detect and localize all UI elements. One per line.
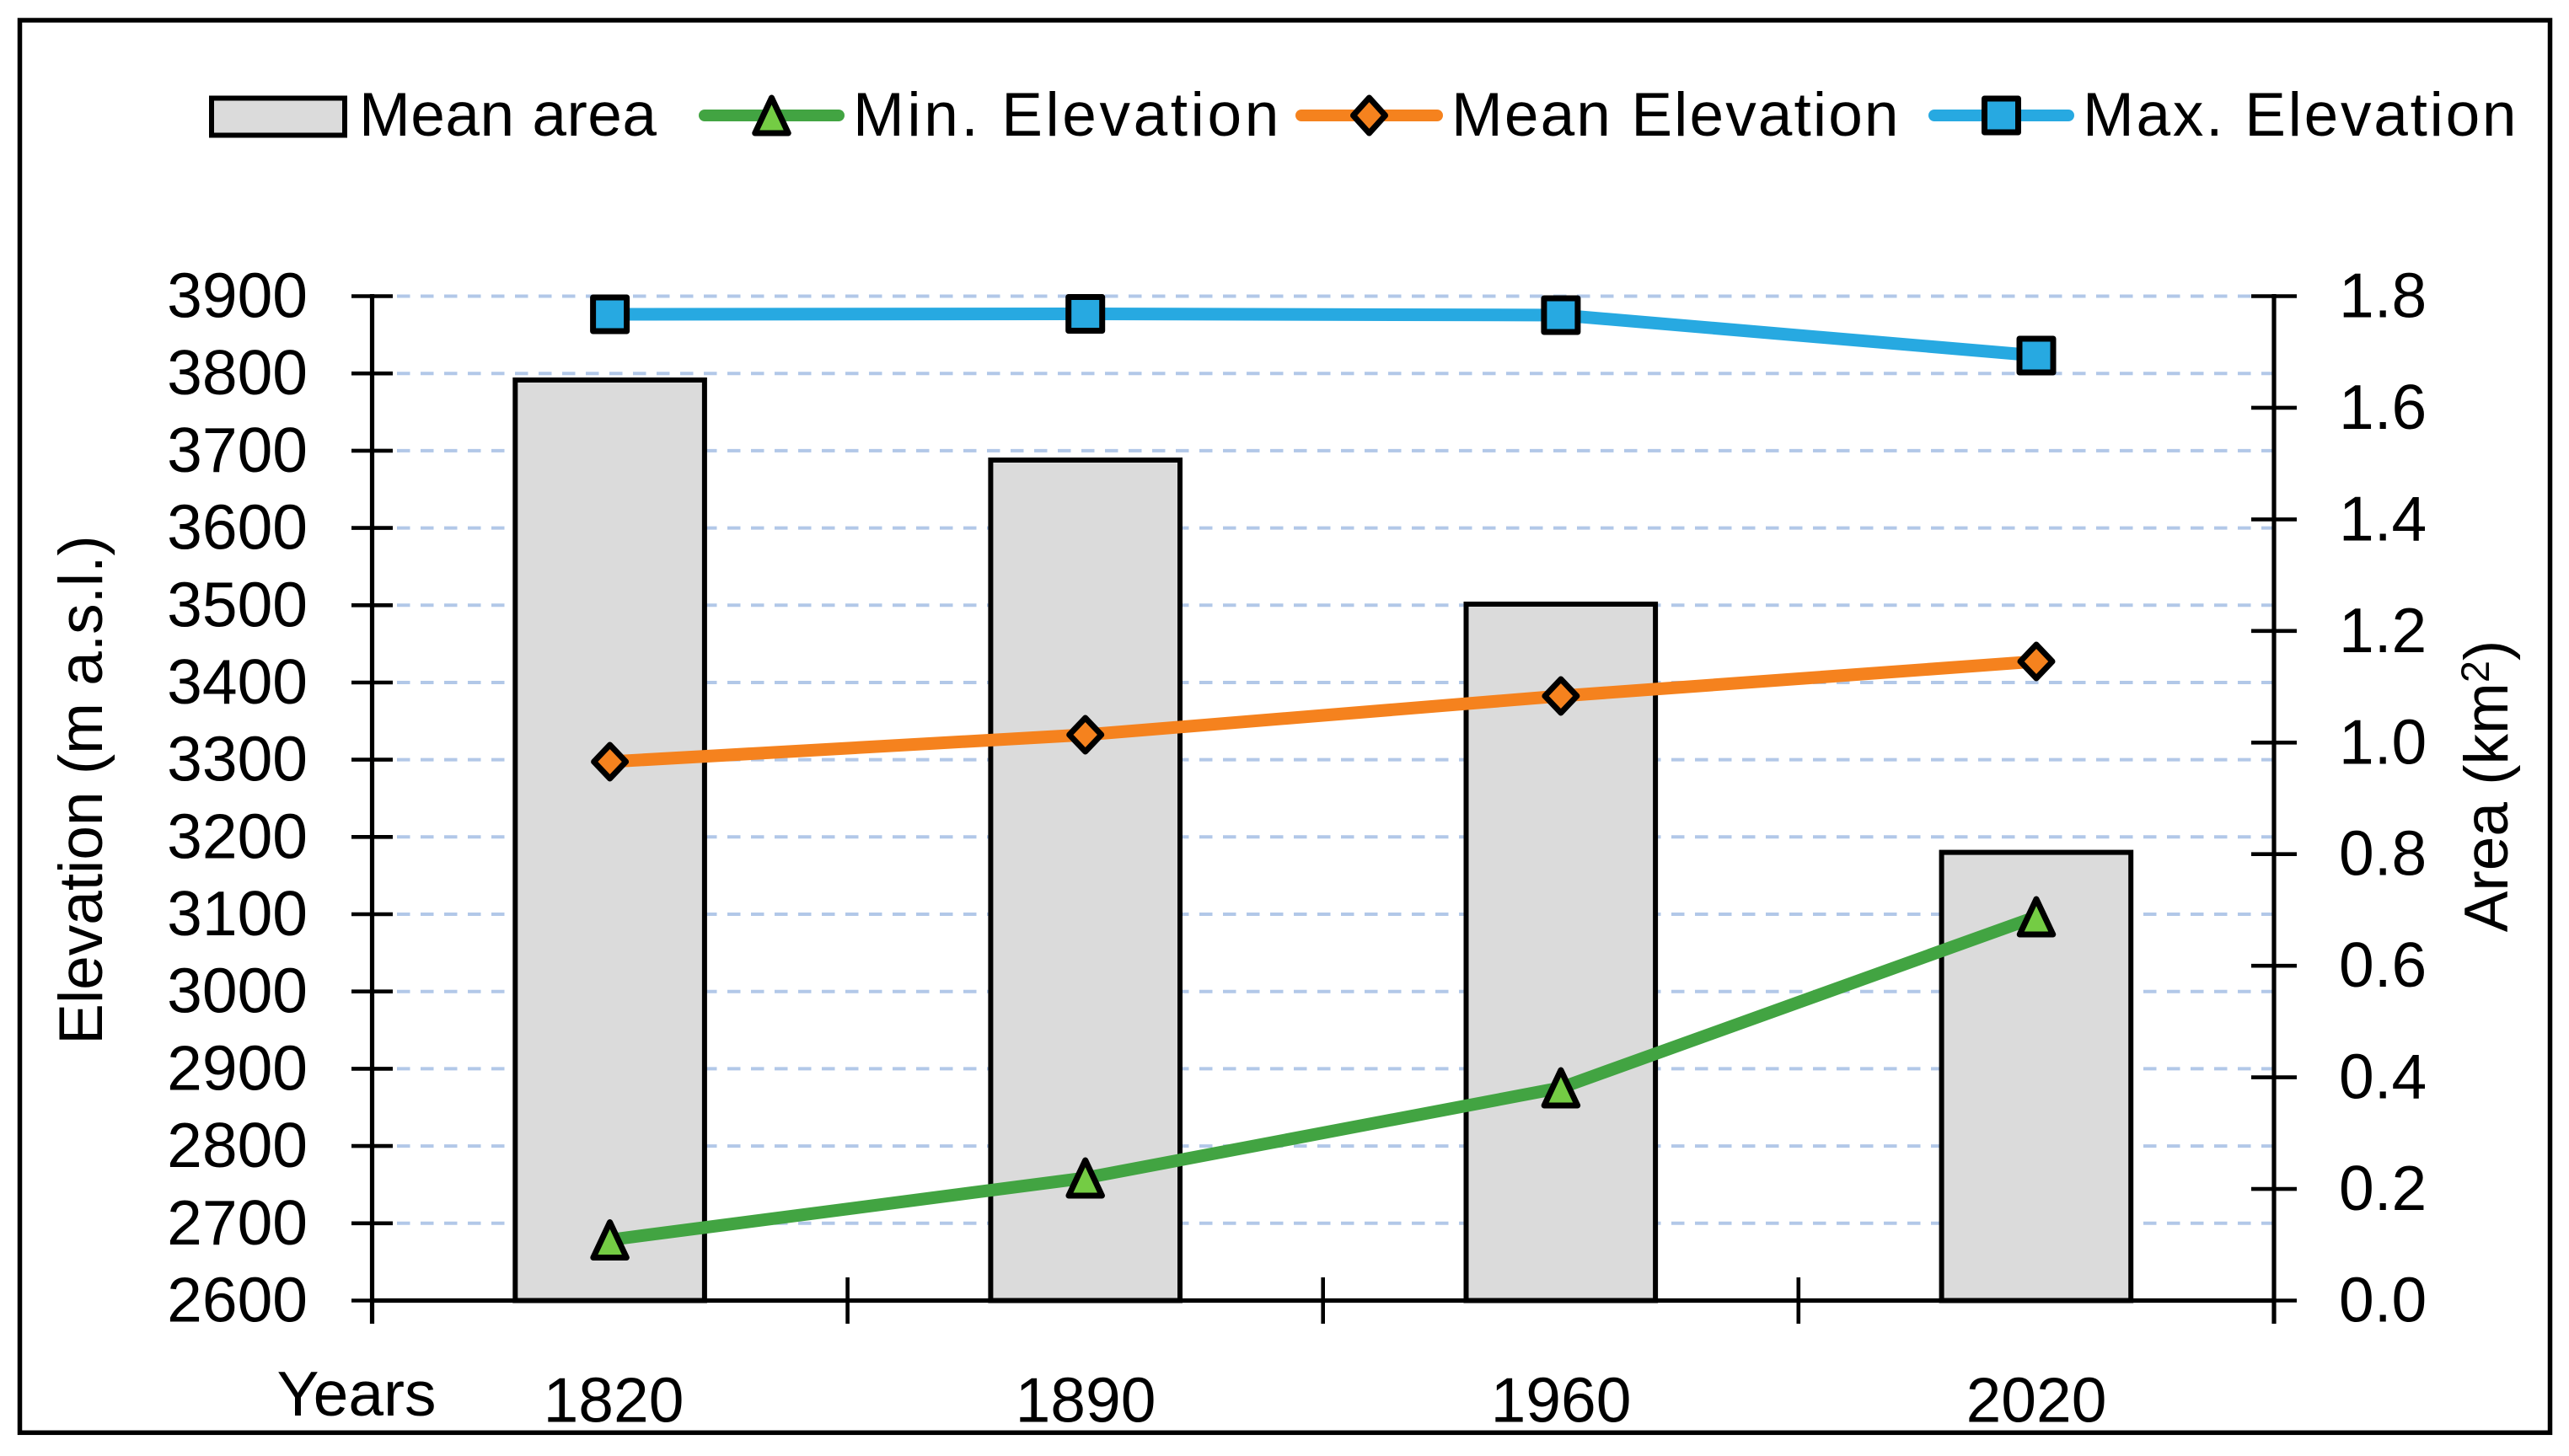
svg-text:Max. Elevation: Max. Elevation [2083,81,2518,149]
svg-text:2600: 2600 [167,1265,308,1336]
svg-text:Years: Years [276,1358,436,1429]
svg-text:Mean area: Mean area [359,81,657,149]
svg-text:3000: 3000 [167,956,308,1026]
svg-text:1.6: 1.6 [2339,372,2427,442]
svg-text:1.0: 1.0 [2339,706,2427,777]
svg-text:0.0: 0.0 [2339,1265,2427,1336]
svg-text:0.2: 0.2 [2339,1153,2427,1223]
svg-text:3700: 3700 [167,415,308,485]
svg-text:0.8: 0.8 [2339,818,2427,889]
svg-text:1.4: 1.4 [2339,483,2427,554]
svg-text:Mean Elevation: Mean Elevation [1451,81,1901,149]
svg-text:2800: 2800 [167,1110,308,1180]
svg-text:Area (km2): Area (km2) [2453,640,2521,933]
svg-text:1.2: 1.2 [2339,595,2427,666]
svg-text:3600: 3600 [167,492,308,563]
svg-text:0.4: 0.4 [2339,1041,2427,1112]
svg-text:2020: 2020 [1966,1365,2107,1436]
svg-text:3300: 3300 [167,724,308,795]
svg-text:3400: 3400 [167,646,308,717]
svg-text:Min. Elevation: Min. Elevation [853,81,1282,149]
svg-text:1820: 1820 [544,1365,684,1436]
svg-text:2900: 2900 [167,1032,308,1103]
svg-text:1890: 1890 [1016,1365,1156,1436]
svg-text:Elevation (m a.s.l.): Elevation (m a.s.l.) [47,535,115,1044]
svg-text:3900: 3900 [167,260,308,331]
svg-text:2700: 2700 [167,1187,308,1258]
svg-text:3100: 3100 [167,878,308,949]
svg-text:0.6: 0.6 [2339,929,2427,1000]
svg-text:1960: 1960 [1491,1365,1632,1436]
svg-text:1.8: 1.8 [2339,260,2427,331]
svg-text:3800: 3800 [167,337,308,408]
svg-text:3200: 3200 [167,800,308,871]
svg-text:3500: 3500 [167,569,308,640]
